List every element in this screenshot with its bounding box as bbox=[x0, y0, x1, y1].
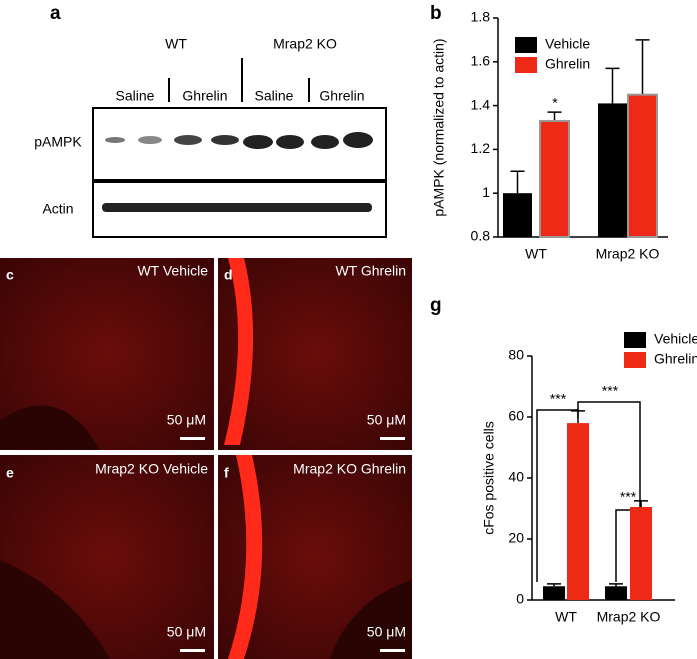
y-tick-label: 0 bbox=[516, 591, 524, 607]
lane-label: Ghrelin bbox=[319, 88, 364, 104]
bar bbox=[567, 423, 589, 600]
y-tick-label: 1.4 bbox=[471, 96, 491, 112]
scale-label: 50 μM bbox=[367, 624, 406, 640]
y-axis-label: pAMPK (normalized to actin) bbox=[431, 38, 447, 216]
group-label: WT bbox=[165, 36, 187, 52]
image-label: WT Ghrelin bbox=[335, 263, 406, 279]
legend-swatch bbox=[624, 332, 646, 348]
panel-label: f bbox=[224, 465, 229, 481]
error-bar bbox=[635, 39, 650, 95]
bar bbox=[539, 119, 570, 238]
image-label: Mrap2 KO Ghrelin bbox=[293, 461, 406, 477]
error-bar bbox=[609, 583, 623, 587]
legend-swatch bbox=[515, 57, 537, 73]
x-tick-label: WT bbox=[525, 246, 547, 262]
legend-label: Vehicle bbox=[654, 331, 697, 347]
panel-label: a bbox=[50, 3, 61, 24]
x-tick-label: WT bbox=[555, 609, 577, 625]
panel-label: e bbox=[6, 465, 14, 481]
x-tick-label: Mrap2 KO bbox=[596, 246, 660, 262]
scale-label: 50 μM bbox=[167, 412, 206, 428]
bar bbox=[627, 93, 658, 239]
group-label: Mrap2 KO bbox=[273, 36, 337, 52]
y-axis-label: cFos positive cells bbox=[481, 421, 497, 535]
scale-label: 50 μM bbox=[167, 624, 206, 640]
western-blot bbox=[92, 58, 387, 238]
micrographs bbox=[0, 258, 412, 659]
y-tick-label: 0.8 bbox=[471, 228, 491, 244]
y-tick-label: 80 bbox=[508, 347, 524, 363]
y-tick-label: 60 bbox=[508, 408, 524, 424]
error-bar bbox=[547, 583, 561, 587]
annotation: *** bbox=[550, 391, 567, 407]
legend-swatch bbox=[515, 37, 537, 53]
error-bar bbox=[605, 67, 620, 104]
error-bar bbox=[510, 170, 525, 194]
bar bbox=[598, 103, 627, 237]
annotation: *** bbox=[620, 489, 637, 505]
image-label: Mrap2 KO Vehicle bbox=[95, 461, 208, 477]
panel-label: d bbox=[224, 267, 233, 283]
y-tick-label: 20 bbox=[508, 530, 524, 546]
lane-label: Saline bbox=[255, 88, 294, 104]
error-bar bbox=[571, 410, 585, 424]
image-label: WT Vehicle bbox=[137, 263, 208, 279]
bar bbox=[605, 586, 627, 600]
y-tick-label: 1.6 bbox=[471, 53, 491, 69]
error-bar bbox=[634, 500, 648, 507]
bar bbox=[630, 506, 652, 600]
scale-label: 50 μM bbox=[367, 412, 406, 428]
legend-label: Ghrelin bbox=[545, 56, 590, 72]
lane-label: Saline bbox=[116, 88, 155, 104]
panel-label: c bbox=[6, 267, 14, 283]
y-tick-label: 1.8 bbox=[471, 9, 491, 25]
legend-swatch bbox=[624, 352, 646, 368]
lane-label: Ghrelin bbox=[182, 88, 227, 104]
row-label: Actin bbox=[42, 201, 73, 217]
panel-label: g bbox=[430, 295, 442, 316]
legend-label: Vehicle bbox=[545, 36, 590, 52]
annotation: * bbox=[552, 95, 558, 111]
x-tick-label: Mrap2 KO bbox=[597, 609, 661, 625]
row-label: pAMPK bbox=[34, 134, 82, 150]
y-tick-label: 40 bbox=[508, 469, 524, 485]
bar bbox=[543, 586, 565, 600]
annotation: *** bbox=[602, 383, 619, 399]
y-tick-label: 1 bbox=[482, 184, 490, 200]
panel-label: b bbox=[430, 3, 442, 24]
bar bbox=[503, 193, 532, 237]
legend-label: Ghrelin bbox=[654, 351, 697, 367]
error-bar bbox=[547, 111, 562, 121]
y-tick-label: 1.2 bbox=[471, 140, 491, 156]
